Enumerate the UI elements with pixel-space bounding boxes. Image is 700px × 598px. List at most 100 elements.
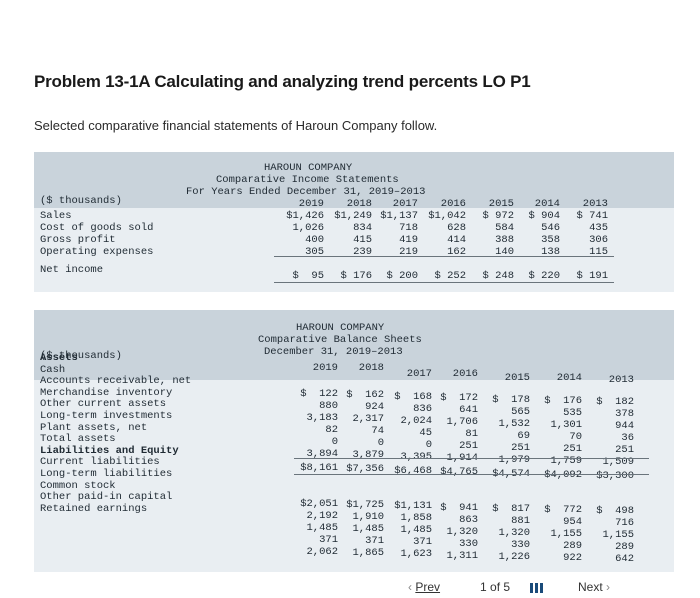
asset-value: 836: [413, 402, 432, 415]
asset-value: $ 168: [394, 390, 432, 403]
liability-value: 371: [319, 534, 338, 546]
asset-value: 251: [615, 444, 634, 457]
balance-row-label: Long-term investments: [40, 410, 173, 422]
income-value: 388: [495, 234, 514, 246]
income-value: 834: [353, 222, 372, 234]
income-value: $1,249: [334, 210, 372, 222]
liability-value: 1,320: [498, 526, 530, 539]
income-value: $ 176: [340, 270, 372, 282]
liability-value: 1,311: [446, 549, 478, 562]
income-value: 138: [541, 246, 560, 258]
liability-value: 2,192: [306, 510, 338, 522]
income-value: 400: [305, 234, 324, 246]
income-value: 306: [589, 234, 608, 246]
liability-value: $1,131: [394, 500, 432, 513]
liability-value: 1,865: [352, 547, 384, 560]
asset-value: $ 178: [492, 393, 530, 406]
liability-value: 330: [511, 538, 530, 551]
liability-value: 1,910: [352, 511, 384, 524]
income-value: $1,137: [380, 210, 418, 222]
grid-icon[interactable]: [530, 582, 543, 596]
liability-value: $ 817: [492, 502, 530, 515]
liability-value: 2,062: [306, 546, 338, 558]
liability-value: 1,226: [498, 550, 530, 563]
asset-value: 1,532: [498, 417, 530, 430]
liability-value: 289: [615, 541, 634, 554]
liability-value: $ 498: [596, 505, 634, 518]
income-value: $ 220: [528, 270, 560, 282]
liability-value: 716: [615, 517, 634, 530]
liability-value: 922: [563, 552, 582, 564]
asset-value: $8,161: [300, 462, 338, 474]
income-value: $ 741: [576, 210, 608, 222]
income-value: $1,426: [286, 210, 324, 222]
income-value: $1,042: [428, 210, 466, 222]
liability-value: 1,320: [446, 525, 478, 538]
income-title: Comparative Income Statements: [216, 174, 399, 186]
liability-value: 954: [563, 516, 582, 528]
liability-value: $ 941: [440, 501, 478, 514]
year-header: 2015: [488, 198, 514, 210]
liability-value: 330: [459, 537, 478, 550]
rule-line: [274, 256, 614, 257]
asset-value: 2,024: [400, 414, 432, 427]
year-header: 2013: [608, 374, 634, 386]
asset-value: 0: [377, 437, 384, 450]
asset-value: 924: [365, 401, 384, 414]
liability-value: $2,051: [300, 498, 338, 510]
income-value: 239: [353, 246, 372, 258]
asset-value: 69: [517, 429, 530, 442]
liability-value: 1,155: [550, 528, 582, 540]
rule-line: [294, 458, 649, 459]
income-value: $ 248: [482, 270, 514, 282]
problem-title: Problem 13-1A Calculating and analyzing …: [34, 72, 531, 91]
income-value: 358: [541, 234, 560, 246]
asset-value: 880: [319, 400, 338, 412]
asset-value: 1,301: [550, 419, 582, 431]
asset-value: $3,300: [596, 470, 634, 483]
asset-value: $4,574: [492, 467, 530, 480]
income-value: 219: [399, 246, 418, 258]
liability-value: $1,725: [346, 499, 384, 512]
liability-value: $ 772: [544, 504, 582, 516]
chevron-right-icon: ›: [606, 580, 611, 594]
income-value: 419: [399, 234, 418, 246]
prev-button[interactable]: ‹ Prev: [408, 580, 441, 594]
asset-value: 378: [615, 408, 634, 421]
liability-value: 1,485: [400, 524, 432, 537]
asset-value: $4,765: [440, 466, 478, 479]
next-button[interactable]: Next ›: [578, 580, 611, 594]
liability-value: 1,485: [352, 523, 384, 536]
asset-value: 2,317: [352, 413, 384, 426]
asset-value: 1,509: [602, 456, 634, 469]
income-value: 162: [447, 246, 466, 258]
income-value: 1,026: [292, 222, 324, 234]
income-row-label: Operating expenses: [40, 246, 154, 258]
liability-value: 863: [459, 513, 478, 526]
income-row-label: Cost of goods sold: [40, 222, 154, 234]
balance-row-label: Long-term liabilities: [40, 468, 173, 480]
income-company: HAROUN COMPANY: [264, 162, 353, 174]
liability-value: 881: [511, 514, 530, 527]
asset-value: $ 176: [544, 395, 582, 407]
asset-value: 251: [563, 443, 582, 455]
balance-row-label: Liabilities and Equity: [40, 444, 179, 457]
asset-value: 535: [563, 407, 582, 419]
year-header: 2014: [534, 198, 560, 210]
income-value: 415: [353, 234, 372, 246]
liability-value: 371: [365, 535, 384, 548]
income-value: 546: [541, 222, 560, 234]
year-header: 2016: [440, 198, 466, 210]
asset-value: 3,395: [400, 450, 432, 463]
liability-value: 371: [413, 536, 432, 549]
asset-value: $ 182: [596, 396, 634, 409]
income-row-label: Net income: [40, 264, 104, 276]
asset-value: 1,979: [498, 453, 530, 466]
liability-value: 1,858: [400, 512, 432, 525]
income-value: 414: [447, 234, 466, 246]
income-value: 115: [589, 246, 608, 258]
income-value: 584: [495, 222, 514, 234]
asset-value: 70: [569, 431, 582, 443]
asset-value: 251: [459, 440, 478, 453]
year-header: 2017: [392, 198, 418, 210]
